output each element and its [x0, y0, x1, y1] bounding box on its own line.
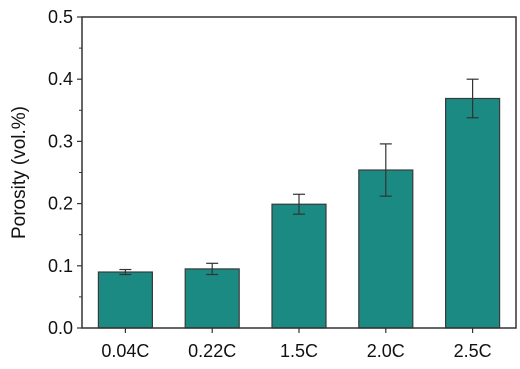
error-bars-group — [119, 78, 479, 276]
y-tick-label: 0.4 — [48, 69, 73, 89]
x-tick-label-2.5C: 2.5C — [454, 341, 492, 361]
y-tick-label: 0.2 — [48, 194, 73, 214]
y-tick-label: 0.1 — [48, 256, 73, 276]
x-axis-ticks: 0.04C 0.22C 1.5C 2.0C 2.5C — [101, 328, 492, 361]
x-tick-label-0.04C: 0.04C — [101, 341, 149, 361]
error-bar-2.5C — [466, 78, 479, 119]
x-tick-label-0.22C: 0.22C — [188, 341, 236, 361]
x-tick-label-2.0C: 2.0C — [367, 341, 405, 361]
error-bar-1.5C — [293, 193, 305, 215]
y-axis-label: Porosity (vol.%) — [9, 106, 30, 239]
y-tick-label: 0.5 — [48, 7, 73, 27]
y-tick-label: 0.0 — [48, 318, 73, 338]
bar-2.5C — [445, 97, 501, 329]
error-bar-0.04C — [119, 268, 132, 276]
bar-0.04C — [97, 271, 154, 329]
x-tick-label-1.5C: 1.5C — [280, 341, 318, 361]
bar-0.22C — [184, 268, 240, 329]
y-axis-ticks: 0.0 0.1 0.2 0.3 0.4 0.5 — [48, 7, 82, 338]
error-bar-2.0C — [379, 143, 392, 197]
y-tick-label: 0.3 — [48, 131, 73, 151]
error-bar-0.22C — [206, 262, 219, 276]
bar-1.5C — [271, 203, 327, 329]
